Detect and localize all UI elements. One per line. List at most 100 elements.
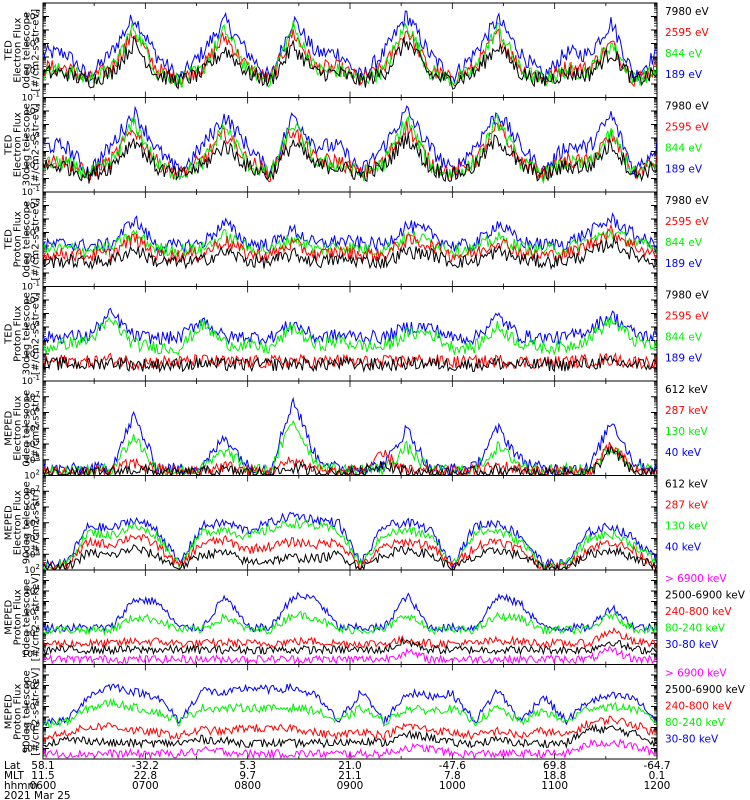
y-axis-title-line: [#/cm2-s-str-eV] — [31, 103, 42, 186]
legend-entry: 287 keV — [665, 405, 709, 417]
legend-entry: 612 keV — [665, 479, 709, 491]
series-line-black — [42, 132, 658, 184]
y-axis-title-line: 30deg telescope — [22, 103, 33, 186]
y-axis-title: TEDProton Flux0deg telescope[#/cm2-s-str… — [4, 198, 42, 281]
y-axis-title-line: 0deg telescope — [22, 201, 33, 278]
y-axis-title-line: [#/cm2-s-str] — [31, 489, 42, 556]
legend-entry: 240-800 keV — [665, 701, 732, 713]
series-line-magenta — [42, 645, 658, 666]
legend-entry: 2595 eV — [665, 311, 710, 323]
y-tick-label: 102 — [24, 469, 40, 482]
y-axis-title-line: TED — [4, 40, 15, 61]
legend-entry: 612 keV — [665, 384, 709, 396]
x-tick-label-mlt: 22.8 — [134, 770, 157, 782]
y-axis-title-line: [#/cm2-s-str-eV] — [31, 198, 42, 281]
y-axis-title: MEPEDProton Flux90deg telescope[#/cm2-s-… — [4, 668, 42, 756]
y-axis-title-line: [#/cm2-s-str-keV] — [31, 573, 42, 661]
legend-entry: 7980 eV — [665, 6, 710, 18]
y-axis-title-line: [#/cm2-s-str-eV] — [31, 292, 42, 375]
panel-frame — [42, 380, 658, 476]
y-axis-title-line: Electron Flux — [13, 112, 24, 177]
y-axis-title-line: MEPED — [4, 694, 15, 729]
legend-entry: 80-240 keV — [665, 717, 726, 729]
x-tick-label-lat: 21.0 — [338, 760, 361, 772]
series-line-magenta — [42, 738, 658, 760]
legend-entry: 844 eV — [665, 48, 703, 60]
y-axis-title-line: 0deg telescope — [22, 579, 33, 656]
y-axis-title-line: [#/cm2-s-str-keV] — [31, 668, 42, 756]
x-tick-label-lat: -32.2 — [132, 760, 159, 772]
legend-entry: 189 eV — [665, 164, 703, 176]
x-tick-label-lat: 58.1 — [31, 760, 54, 772]
series-line-green — [42, 113, 658, 185]
legend-entry: 2500-6900 keV — [665, 590, 746, 602]
panel-frame — [42, 2, 658, 98]
panel-frame — [42, 191, 658, 287]
y-axis-title-line: [#/cm2-s-str] — [31, 395, 42, 462]
y-axis-title-line: 0deg telescope — [22, 12, 33, 89]
x-row-label-hhmm: hhmm — [4, 780, 38, 792]
legend-entry: 844 eV — [665, 332, 703, 344]
series-line-red — [42, 715, 658, 742]
x-tick-label-hhmm: 0900 — [337, 780, 364, 792]
x-tick-label-mlt: 9.7 — [239, 770, 256, 782]
legend-entry: 130 keV — [665, 521, 709, 533]
series-line-red — [42, 626, 658, 650]
y-axis-title-line: MEPED — [4, 599, 15, 634]
x-tick-label-hhmm: 1000 — [439, 780, 466, 792]
x-row-label-mlt: MLT — [4, 770, 24, 782]
panel-frame — [42, 569, 658, 665]
x-tick-label-lat: -64.7 — [643, 760, 670, 772]
series-line-black — [42, 236, 658, 271]
series-line-red — [42, 534, 658, 572]
y-axis-title-line: Proton Flux — [13, 306, 24, 362]
series-line-blue — [42, 511, 658, 570]
y-axis-title-line: MEPED — [4, 410, 15, 445]
y-axis-title-line: 90deg telescope — [22, 670, 33, 753]
y-axis-title: TEDProton Flux30deg telescope[#/cm2-s-st… — [4, 292, 42, 375]
panel-frame — [42, 664, 658, 760]
legend-entry: 130 keV — [665, 426, 709, 438]
y-axis-title: TEDElectron Flux0deg telescope[#/cm2-s-s… — [4, 9, 42, 92]
y-axis-title-line: Proton Flux — [13, 211, 24, 267]
legend-entry: 2595 eV — [665, 216, 710, 228]
x-date-label: 2021 Mar 25 — [4, 790, 71, 800]
legend-entry: 287 keV — [665, 500, 709, 512]
x-tick-label-hhmm: 0700 — [132, 780, 159, 792]
legend-entry: 189 eV — [665, 353, 703, 365]
series-line-green — [42, 517, 658, 572]
series-line-black — [42, 544, 658, 572]
legend-entry: 2500-6900 keV — [665, 684, 746, 696]
legend-entry: 7980 eV — [665, 195, 710, 207]
legend-entry: > 6900 keV — [665, 573, 727, 585]
series-line-blue — [42, 212, 658, 254]
legend-entry: 2595 eV — [665, 122, 710, 134]
x-tick-label-mlt: 0.1 — [649, 770, 666, 782]
series-line-red — [42, 441, 658, 477]
series-line-green — [42, 20, 658, 89]
y-axis-title: MEPEDElectron Flux0deg telescope[#/cm2-s… — [4, 390, 42, 467]
y-axis-title-line: Electron Flux — [13, 396, 24, 461]
x-tick-label-mlt: 11.5 — [31, 770, 54, 782]
y-axis-title-line: MEPED — [4, 505, 15, 540]
legend-entry: 7980 eV — [665, 101, 710, 113]
y-axis-title-line: 90deg telescope — [22, 481, 33, 564]
x-tick-label-lat: 5.3 — [239, 760, 256, 772]
x-tick-label-mlt: 18.8 — [543, 770, 566, 782]
legend-entry: 80-240 keV — [665, 623, 726, 635]
legend-entry: 7980 eV — [665, 290, 710, 302]
x-tick-label-lat: -47.6 — [439, 760, 466, 772]
legend-entry: 40 keV — [665, 542, 702, 554]
y-axis-title-line: TED — [4, 229, 15, 250]
series-line-black — [42, 444, 658, 477]
series-line-blue — [42, 105, 658, 180]
y-axis-title-line: TED — [4, 134, 15, 155]
